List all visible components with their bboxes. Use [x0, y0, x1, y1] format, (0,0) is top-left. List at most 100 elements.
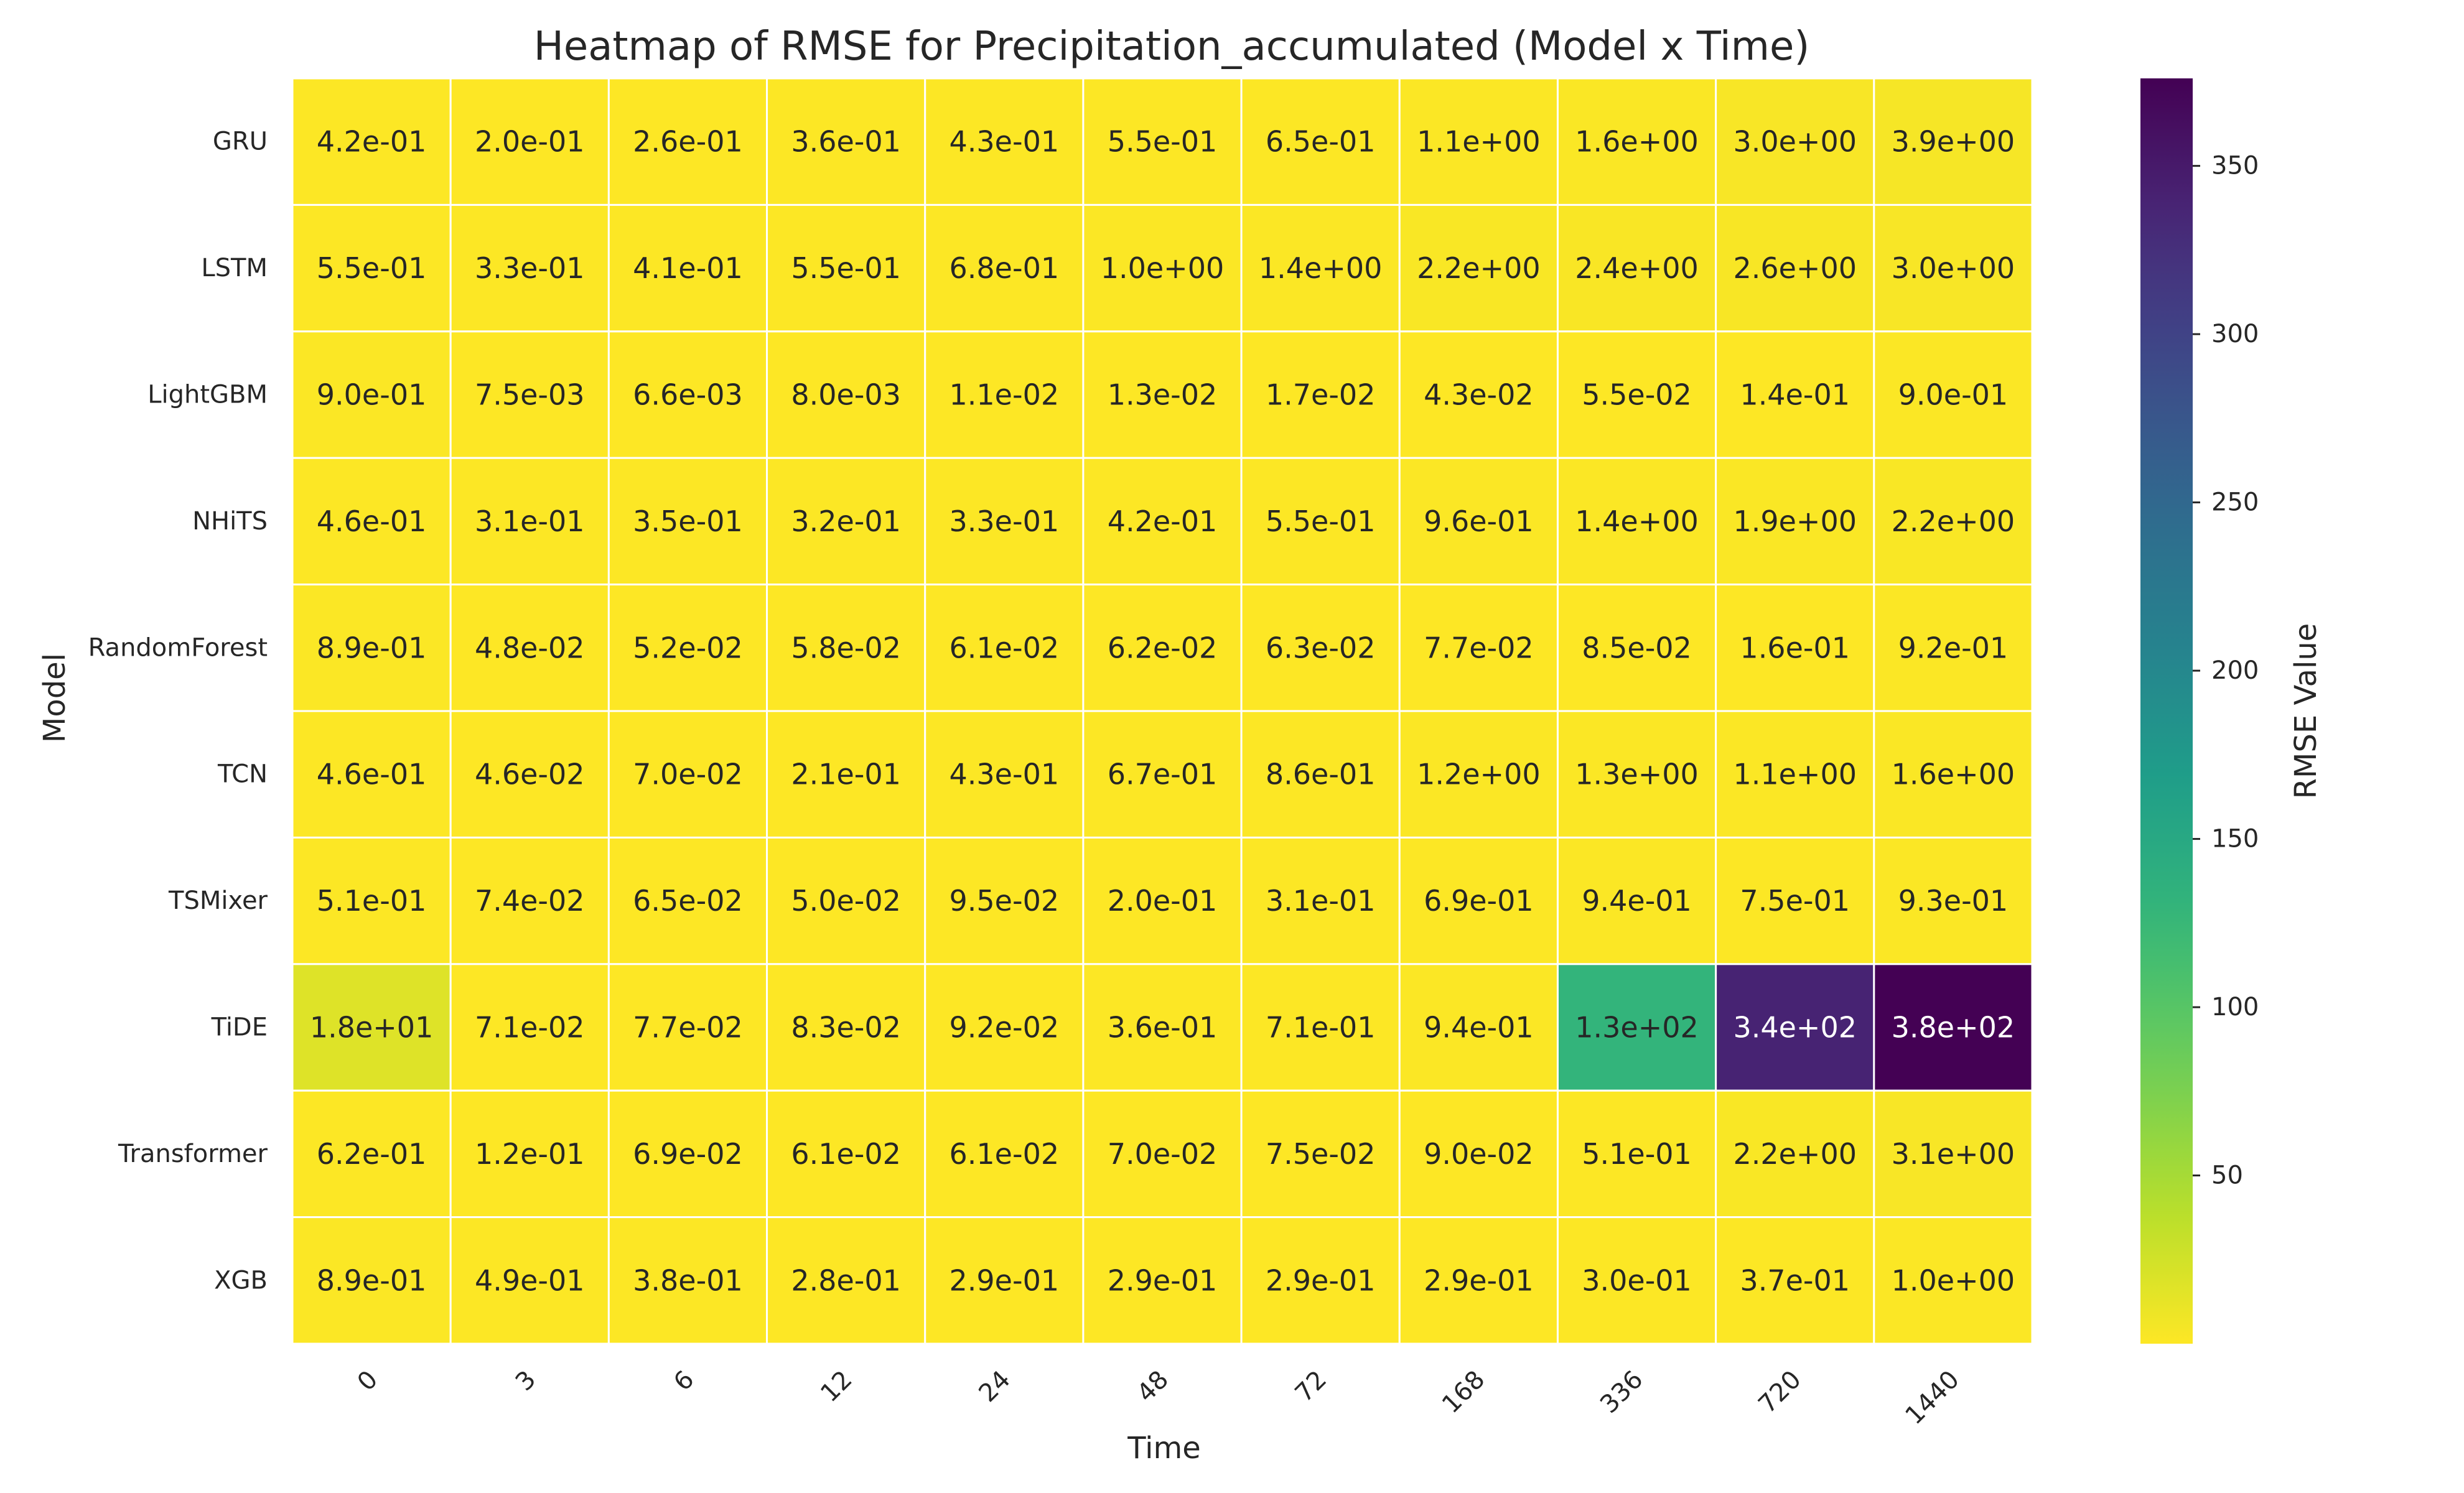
cell-value-label: 9.0e-01 — [1898, 378, 2009, 412]
heatmap-cell — [1240, 330, 1401, 459]
cell-value-label: 6.2e-02 — [1108, 631, 1218, 664]
colorbar-tick-label: 200 — [2211, 656, 2259, 685]
chart-title: Heatmap of RMSE for Precipitation_accumu… — [534, 24, 1810, 70]
heatmap-cell — [766, 963, 926, 1092]
heatmap-cell — [1873, 457, 2033, 586]
cell-value-label: 2.2e+00 — [1417, 251, 1541, 285]
cell-value-label: 7.7e-02 — [633, 1011, 743, 1044]
cell-value-label: 6.2e-01 — [317, 1137, 427, 1171]
heatmap-cell — [1082, 1089, 1243, 1219]
heatmap-cell — [1240, 203, 1401, 333]
heatmap-cell — [1873, 584, 2033, 712]
heatmap-cell — [1398, 1089, 1559, 1219]
heatmap-cell — [1082, 836, 1243, 965]
heatmap-cell — [1556, 457, 1717, 586]
cell-value-label: 3.7e-01 — [1740, 1263, 1850, 1297]
cell-value-label: 2.8e-01 — [791, 1263, 901, 1297]
heatmap-cell — [924, 330, 1085, 459]
x-tick-label: 24 — [973, 1365, 1016, 1408]
cell-value-label: 7.5e-02 — [1266, 1137, 1376, 1171]
heatmap-cell — [449, 836, 610, 965]
heatmap-cell — [607, 77, 768, 206]
colorbar-tick-label: 150 — [2211, 825, 2259, 853]
cell-value-label: 3.1e-01 — [1266, 884, 1376, 918]
heatmap-cell — [1240, 836, 1401, 965]
heatmap-cell — [607, 457, 768, 586]
cell-value-label: 1.4e+00 — [1575, 505, 1699, 538]
cell-value-label: 9.3e-01 — [1898, 884, 2009, 918]
heatmap-cell — [449, 203, 610, 333]
cell-value-label: 3.6e-01 — [791, 125, 901, 159]
cell-value-label: 9.5e-02 — [950, 884, 1060, 918]
heatmap-cell — [1082, 457, 1243, 586]
heatmap-cell — [766, 710, 926, 839]
cell-value-label: 1.3e+02 — [1575, 1011, 1699, 1044]
cell-value-label: 2.4e+00 — [1575, 251, 1699, 285]
cell-value-label: 3.5e-01 — [633, 505, 743, 538]
cell-value-label: 8.5e-02 — [1582, 631, 1692, 664]
heatmap-cell — [291, 1089, 452, 1219]
cell-value-label: 6.8e-01 — [950, 251, 1060, 285]
x-tick-label: 48 — [1132, 1365, 1175, 1408]
cell-value-label: 6.9e-02 — [633, 1137, 743, 1171]
cell-value-label: 4.3e-02 — [1424, 378, 1534, 412]
x-tick-label: 1440 — [1900, 1365, 1965, 1431]
cell-value-label: 2.9e-01 — [950, 1263, 1060, 1297]
heatmap-cell — [1082, 1216, 1243, 1345]
y-tick-label: XGB — [214, 1266, 268, 1295]
heatmap-cell — [1082, 584, 1243, 712]
heatmap-cell — [1715, 1089, 1875, 1219]
cell-value-label: 9.2e-02 — [950, 1011, 1060, 1044]
cell-value-label: 2.6e+00 — [1733, 251, 1857, 285]
heatmap-cell — [291, 963, 452, 1092]
heatmap-cell — [1398, 836, 1559, 965]
cell-value-label: 6.1e-02 — [950, 631, 1060, 664]
cell-value-label: 2.0e-01 — [475, 125, 585, 159]
heatmap-cell — [1873, 1216, 2033, 1345]
heatmap-cell — [1715, 963, 1875, 1092]
heatmap-cell — [1556, 1216, 1717, 1345]
x-tick-label: 720 — [1753, 1365, 1807, 1420]
heatmap-cell — [449, 584, 610, 712]
x-tick-label: 6 — [668, 1365, 700, 1397]
cell-value-label: 3.0e-01 — [1582, 1263, 1692, 1297]
cell-value-label: 1.3e+00 — [1575, 758, 1699, 791]
cell-value-label: 8.3e-02 — [791, 1011, 901, 1044]
heatmap-cell — [1715, 1216, 1875, 1345]
cell-value-label: 4.3e-01 — [950, 125, 1060, 159]
heatmap-cell — [1398, 77, 1559, 206]
y-tick-label: LSTM — [201, 254, 268, 282]
heatmap-cell — [1240, 963, 1401, 1092]
cell-value-label: 1.3e-02 — [1108, 378, 1218, 412]
heatmap-cell — [1873, 1089, 2033, 1219]
heatmap-cell — [1082, 963, 1243, 1092]
heatmap-cell — [1240, 457, 1401, 586]
cell-value-label: 5.1e-01 — [1582, 1137, 1692, 1171]
heatmap-cell — [924, 963, 1085, 1092]
cell-value-label: 9.4e-01 — [1424, 1011, 1534, 1044]
cell-value-label: 3.3e-01 — [475, 251, 585, 285]
heatmap-cell — [1556, 203, 1717, 333]
cell-value-label: 3.1e-01 — [475, 505, 585, 538]
x-tick-label: 12 — [815, 1365, 858, 1408]
cell-value-label: 3.8e+02 — [1892, 1011, 2015, 1044]
cell-value-label: 5.8e-02 — [791, 631, 901, 664]
cell-value-label: 1.4e-01 — [1740, 378, 1850, 412]
x-tick-label: 72 — [1290, 1365, 1333, 1408]
cell-value-label: 1.0e+00 — [1892, 1263, 2015, 1297]
heatmap-cell — [607, 203, 768, 333]
heatmap-cell — [607, 1216, 768, 1345]
cell-value-label: 2.2e+00 — [1733, 1137, 1857, 1171]
cell-value-label: 9.4e-01 — [1582, 884, 1692, 918]
y-tick-label: TiDE — [211, 1013, 268, 1042]
heatmap-cell — [924, 203, 1085, 333]
colorbar-tick-label: 50 — [2211, 1161, 2243, 1190]
cell-value-label: 1.1e+00 — [1417, 125, 1541, 159]
cell-value-label: 8.9e-01 — [317, 1263, 427, 1297]
heatmap-cell — [607, 836, 768, 965]
heatmap-cell — [291, 203, 452, 333]
cell-value-label: 7.0e-02 — [1108, 1137, 1218, 1171]
colorbar-label: RMSE Value — [2289, 623, 2323, 799]
heatmap-cell — [1082, 710, 1243, 839]
cell-value-label: 7.5e-03 — [475, 378, 585, 412]
